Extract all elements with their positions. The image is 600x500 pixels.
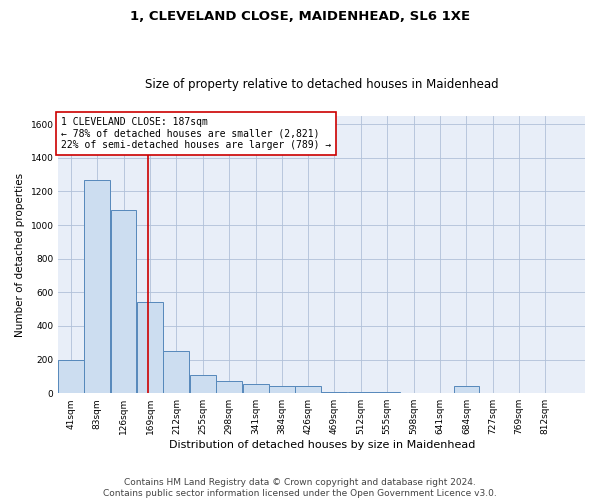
Bar [110, 210, 136, 393]
Bar [190, 374, 216, 393]
Bar [58, 360, 84, 393]
Bar [295, 386, 321, 393]
Bar [322, 392, 347, 393]
Bar [84, 180, 110, 393]
Bar [454, 386, 479, 393]
Bar [348, 392, 374, 393]
Text: 1, CLEVELAND CLOSE, MAIDENHEAD, SL6 1XE: 1, CLEVELAND CLOSE, MAIDENHEAD, SL6 1XE [130, 10, 470, 23]
X-axis label: Distribution of detached houses by size in Maidenhead: Distribution of detached houses by size … [169, 440, 475, 450]
Text: Contains HM Land Registry data © Crown copyright and database right 2024.
Contai: Contains HM Land Registry data © Crown c… [103, 478, 497, 498]
Bar [374, 392, 400, 393]
Bar [243, 384, 269, 393]
Bar [217, 380, 242, 393]
Bar [137, 302, 163, 393]
Y-axis label: Number of detached properties: Number of detached properties [15, 172, 25, 336]
Text: 1 CLEVELAND CLOSE: 187sqm
← 78% of detached houses are smaller (2,821)
22% of se: 1 CLEVELAND CLOSE: 187sqm ← 78% of detac… [61, 117, 331, 150]
Title: Size of property relative to detached houses in Maidenhead: Size of property relative to detached ho… [145, 78, 499, 91]
Bar [269, 386, 295, 393]
Bar [163, 351, 189, 393]
